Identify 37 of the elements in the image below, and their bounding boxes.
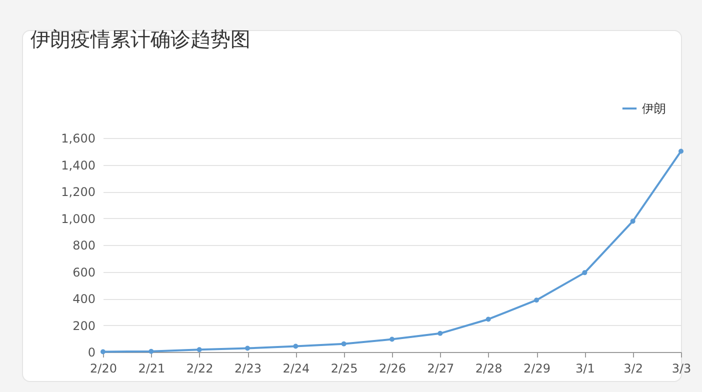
point: [148, 348, 154, 354]
point: [245, 346, 250, 351]
point: [534, 298, 539, 303]
x-tick-label: 2/21: [138, 362, 166, 376]
chart-title: 伊朗疫情累计确诊趋势图: [30, 27, 251, 51]
x-tick-label: 2/23: [234, 362, 262, 376]
point: [341, 341, 346, 346]
point: [678, 148, 684, 154]
point: [438, 330, 443, 336]
x-tick-label: 3/3: [672, 362, 692, 376]
x-tick-label: 2/22: [186, 362, 214, 376]
y-tick-label: 600: [72, 265, 96, 280]
x-tick-label: 3/1: [576, 362, 595, 376]
y-tick-label: 1,200: [61, 185, 96, 199]
x-tick-label: 2/20: [90, 362, 117, 376]
point: [390, 336, 394, 342]
x-tick-label: 3/2: [624, 362, 643, 376]
x-tick-label: 2/25: [330, 362, 358, 376]
x-tick-label: 2/29: [524, 362, 550, 376]
point: [100, 349, 106, 354]
y-tick-label: 400: [72, 292, 96, 306]
x-tick-label: 2/28: [475, 362, 502, 376]
y-tick-label: 1,400: [61, 158, 96, 172]
y-tick-label: 1,600: [61, 132, 96, 146]
legend-label: 伊朗: [642, 102, 666, 116]
y-tick-label: 200: [72, 318, 96, 333]
point: [630, 218, 636, 224]
point: [293, 344, 298, 349]
x-tick-label: 2/27: [427, 362, 454, 376]
point: [582, 270, 588, 276]
point: [196, 347, 202, 352]
y-tick-label: 800: [72, 238, 96, 252]
point: [486, 316, 491, 322]
y-tick-label: 0: [88, 346, 96, 360]
x-tick-label: 2/24: [282, 362, 310, 376]
x-tick-label: 2/26: [379, 362, 406, 376]
y-tick-label: 1,000: [61, 212, 96, 226]
